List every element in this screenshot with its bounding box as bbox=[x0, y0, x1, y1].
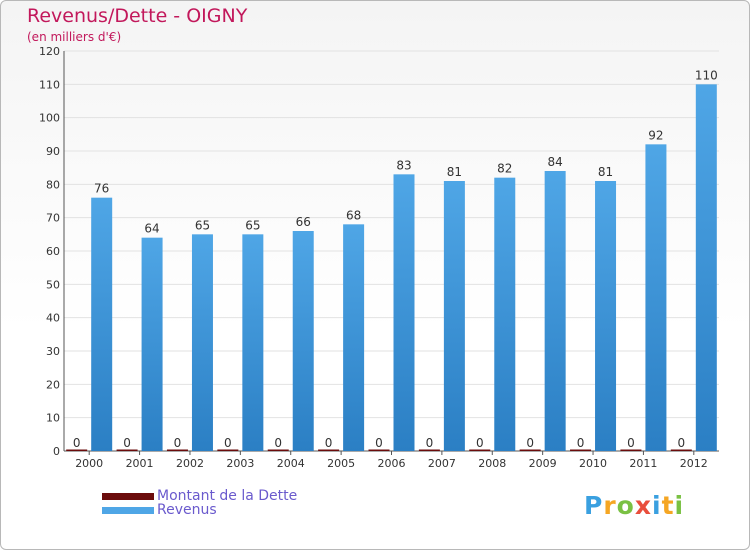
bar-dette bbox=[116, 449, 138, 451]
data-label-dette: 0 bbox=[677, 436, 685, 450]
legend-label-revenus: Revenus bbox=[157, 502, 217, 518]
bar-revenus bbox=[292, 231, 314, 451]
data-label-dette: 0 bbox=[375, 436, 383, 450]
logo-letter: x bbox=[634, 491, 652, 520]
data-label-revenus: 65 bbox=[195, 218, 210, 232]
bar-revenus bbox=[443, 181, 465, 451]
logo-letter: o bbox=[616, 491, 635, 520]
y-tick-label: 40 bbox=[46, 312, 60, 325]
logo-letter: P bbox=[584, 491, 604, 520]
data-label-dette: 0 bbox=[274, 436, 282, 450]
chart-subtitle: (en milliers d'€) bbox=[27, 30, 122, 44]
y-tick-label: 70 bbox=[46, 212, 60, 225]
y-tick-label: 30 bbox=[46, 345, 60, 358]
bar-revenus bbox=[695, 84, 717, 451]
data-label-revenus: 81 bbox=[598, 165, 613, 179]
x-tick-label: 2001 bbox=[126, 457, 154, 470]
proxiti-logo: Proxiti bbox=[584, 491, 684, 520]
data-label-revenus: 92 bbox=[648, 128, 663, 142]
data-label-revenus: 64 bbox=[144, 222, 159, 236]
bar-revenus bbox=[494, 177, 516, 451]
bar-revenus bbox=[595, 181, 617, 451]
y-tick-label: 100 bbox=[39, 112, 60, 125]
bar-revenus bbox=[393, 174, 415, 452]
x-tick-label: 2003 bbox=[226, 457, 254, 470]
data-label-revenus: 83 bbox=[396, 158, 411, 172]
legend-item-revenus: Revenus bbox=[102, 502, 217, 518]
x-tick-label: 2005 bbox=[327, 457, 355, 470]
bar-dette bbox=[418, 449, 440, 451]
chart-title: Revenus/Dette - OIGNY bbox=[27, 5, 248, 27]
data-label-dette: 0 bbox=[526, 436, 534, 450]
logo-letter: r bbox=[603, 491, 617, 520]
bar-revenus bbox=[343, 224, 365, 451]
legend-label-dette: Montant de la Dette bbox=[157, 488, 298, 504]
bar-dette bbox=[670, 449, 692, 451]
data-label-revenus: 65 bbox=[245, 218, 260, 232]
y-tick-label: 0 bbox=[53, 445, 60, 458]
legend-swatch-revenus bbox=[102, 506, 154, 514]
y-tick-label: 50 bbox=[46, 278, 60, 291]
data-label-revenus: 81 bbox=[447, 165, 462, 179]
logo-letter: t bbox=[661, 491, 675, 520]
logo-letter: i bbox=[674, 491, 685, 520]
data-label-dette: 0 bbox=[325, 436, 333, 450]
x-tick-label: 2011 bbox=[629, 457, 657, 470]
x-tick-label: 2007 bbox=[428, 457, 456, 470]
y-tick-label: 80 bbox=[46, 178, 60, 191]
x-tick-label: 2008 bbox=[478, 457, 506, 470]
bar-revenus bbox=[191, 234, 213, 451]
data-label-revenus: 76 bbox=[94, 182, 109, 196]
bar-revenus bbox=[91, 197, 113, 451]
data-label-dette: 0 bbox=[224, 436, 232, 450]
bar-dette bbox=[217, 449, 239, 451]
bar-dette bbox=[620, 449, 642, 451]
legend-swatch-dette bbox=[102, 492, 154, 500]
bar-dette bbox=[570, 449, 592, 451]
legend-item-dette: Montant de la Dette bbox=[102, 488, 297, 504]
bar-revenus bbox=[141, 237, 163, 451]
x-tick-label: 2004 bbox=[277, 457, 305, 470]
bar-revenus bbox=[544, 171, 566, 451]
x-tick-label: 2002 bbox=[176, 457, 204, 470]
data-label-revenus: 68 bbox=[346, 208, 361, 222]
x-tick-label: 2009 bbox=[529, 457, 557, 470]
bar-dette bbox=[519, 449, 541, 451]
bar-dette bbox=[318, 449, 340, 451]
bar-dette bbox=[166, 449, 188, 451]
y-tick-label: 60 bbox=[46, 245, 60, 258]
data-label-dette: 0 bbox=[174, 436, 182, 450]
data-label-dette: 0 bbox=[426, 436, 434, 450]
x-tick-label: 2006 bbox=[378, 457, 406, 470]
data-label-revenus: 66 bbox=[296, 215, 311, 229]
data-label-dette: 0 bbox=[627, 436, 635, 450]
data-label-revenus: 84 bbox=[548, 155, 563, 169]
data-label-dette: 0 bbox=[123, 436, 131, 450]
data-label-dette: 0 bbox=[73, 436, 81, 450]
y-tick-label: 10 bbox=[46, 412, 60, 425]
data-label-revenus: 82 bbox=[497, 162, 512, 176]
data-label-dette: 0 bbox=[476, 436, 484, 450]
data-label-dette: 0 bbox=[577, 436, 585, 450]
bar-dette bbox=[66, 449, 88, 451]
data-label-revenus: 110 bbox=[695, 68, 718, 82]
y-tick-label: 120 bbox=[39, 45, 60, 58]
bar-dette bbox=[469, 449, 491, 451]
bar-revenus bbox=[242, 234, 264, 451]
x-tick-label: 2012 bbox=[680, 457, 708, 470]
bar-dette bbox=[267, 449, 289, 451]
x-tick-label: 2010 bbox=[579, 457, 607, 470]
y-tick-label: 90 bbox=[46, 145, 60, 158]
bar-dette bbox=[368, 449, 390, 451]
x-tick-label: 2000 bbox=[75, 457, 103, 470]
bar-revenus bbox=[645, 144, 667, 452]
y-tick-label: 20 bbox=[46, 378, 60, 391]
logo-letter: i bbox=[652, 491, 662, 520]
y-tick-label: 110 bbox=[39, 78, 60, 91]
